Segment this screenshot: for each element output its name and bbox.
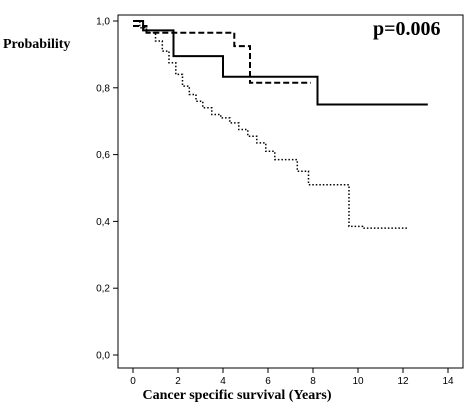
series-layer: [133, 20, 428, 229]
y-tick-label: 0,6: [96, 150, 110, 161]
x-tick-label: 2: [175, 376, 181, 387]
plot-frame: [117, 14, 464, 369]
y-axis: 0,0 0,2 0,4 0,6 0,8 1,0: [96, 17, 118, 362]
x-tick-label: 4: [220, 376, 226, 387]
y-tick-label: 0,0: [96, 351, 110, 362]
x-tick-label: 8: [310, 376, 316, 387]
series-line-dashed: [133, 25, 311, 84]
x-axis-label: Cancer specific survival (Years): [142, 388, 332, 403]
x-axis: 0 2 4 6 8 10 12 14: [130, 368, 454, 387]
p-value-annotation: p=0.006: [373, 18, 441, 40]
x-tick-label: 6: [265, 376, 271, 387]
y-tick-label: 0,2: [96, 284, 110, 295]
x-tick-label: 14: [442, 376, 454, 387]
x-tick-label: 0: [130, 376, 136, 387]
y-axis-label: Probability: [3, 37, 71, 52]
y-tick-label: 0,4: [96, 217, 110, 228]
x-tick-label: 12: [397, 376, 409, 387]
y-tick-label: 0,8: [96, 83, 110, 94]
x-tick-label: 10: [352, 376, 364, 387]
y-tick-label: 1,0: [96, 17, 110, 28]
series-line-dotted: [133, 20, 408, 229]
